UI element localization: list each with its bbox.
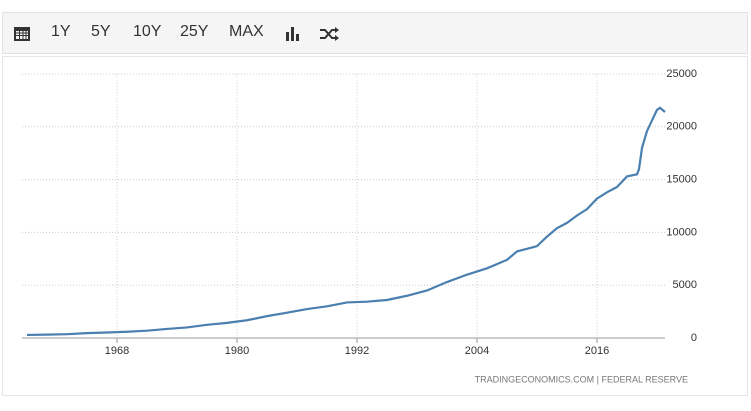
- y-tick-label: 25000: [666, 68, 697, 80]
- chart-frame: [2, 56, 748, 396]
- range-button[interactable]: 25Y: [180, 23, 209, 40]
- toolbar: 1Y 5Y 10Y 25Y MAX: [2, 12, 748, 54]
- compare-icon[interactable]: [319, 24, 341, 44]
- y-tick-label: 5000: [673, 279, 697, 291]
- range-button[interactable]: 10Y: [133, 23, 162, 40]
- chart-type-icon[interactable]: [284, 24, 304, 44]
- x-tick-label: 2004: [465, 345, 489, 357]
- y-tick-label: 15000: [666, 174, 697, 186]
- x-tick-label: 1980: [225, 345, 249, 357]
- x-tick-label: 1968: [105, 345, 129, 357]
- series-line: [26, 106, 666, 337]
- x-tick-label: 1992: [345, 345, 369, 357]
- calendar-icon[interactable]: [13, 24, 33, 44]
- y-tick-label: 20000: [666, 121, 697, 133]
- y-tick-label: 10000: [666, 226, 697, 238]
- range-button[interactable]: 5Y: [91, 23, 111, 40]
- x-tick-label: 2016: [585, 345, 609, 357]
- y-tick-label: 0: [691, 332, 697, 344]
- range-button[interactable]: 1Y: [51, 23, 71, 40]
- range-button[interactable]: MAX: [229, 23, 264, 40]
- source: TRADINGECONOMICS.COM | FEDERAL RESERVE: [475, 374, 688, 384]
